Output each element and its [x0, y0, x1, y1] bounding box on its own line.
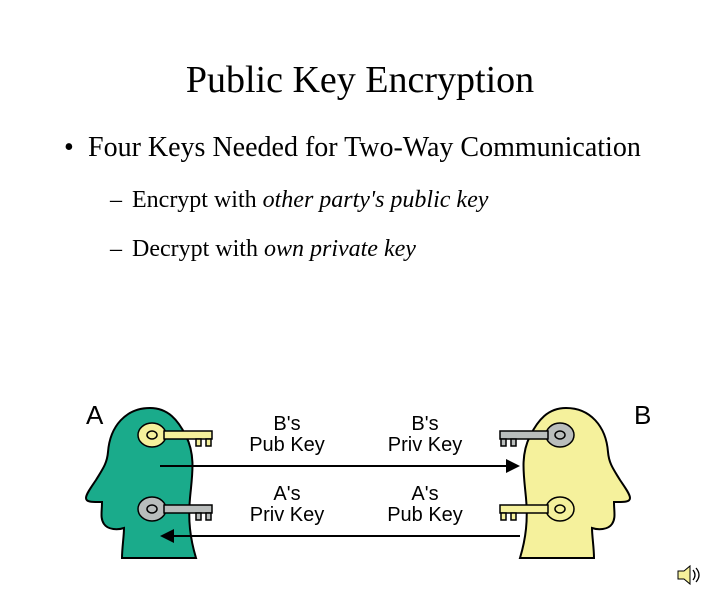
sub-bullet-decrypt-prefix: Decrypt with	[132, 236, 264, 262]
sub-bullet-encrypt-italic: other party's public key	[263, 187, 489, 213]
arrow-top	[160, 465, 506, 467]
main-bullet: Four Keys Needed for Two-Way Communicati…	[60, 130, 660, 165]
pk-diagram: A B	[0, 396, 720, 586]
arrow-bottom-head-icon	[160, 529, 174, 543]
label-b-priv-l1: B's	[411, 413, 438, 435]
key-a-bottom-icon	[136, 492, 226, 526]
label-b-pub-l1: B's	[273, 413, 300, 435]
label-a-pub-l2: Pub Key	[387, 504, 463, 526]
label-a-priv-l2: Priv Key	[250, 504, 324, 526]
label-a-pub-l1: A's	[411, 483, 438, 505]
label-b-pub-l2: Pub Key	[249, 434, 325, 456]
sub-bullet-encrypt-prefix: Encrypt with	[132, 187, 263, 213]
label-a-priv: A's Priv Key	[232, 484, 342, 526]
label-b-pub: B's Pub Key	[232, 414, 342, 456]
arrow-top-head-icon	[506, 459, 520, 473]
key-b-top-icon	[486, 418, 576, 452]
slide-title: Public Key Encryption	[0, 58, 720, 102]
key-a-top-icon	[136, 418, 226, 452]
sub-bullet-decrypt: Decrypt with own private key	[110, 236, 660, 263]
label-a-priv-l1: A's	[273, 483, 300, 505]
key-b-bottom-icon	[486, 492, 576, 526]
label-b-priv-l2: Priv Key	[388, 434, 462, 456]
label-a-pub: A's Pub Key	[370, 484, 480, 526]
arrow-bottom	[174, 535, 520, 537]
sound-icon	[676, 564, 702, 586]
sub-bullet-decrypt-italic: own private key	[264, 236, 416, 262]
sub-bullet-encrypt: Encrypt with other party's public key	[110, 187, 660, 214]
label-b-priv: B's Priv Key	[370, 414, 480, 456]
